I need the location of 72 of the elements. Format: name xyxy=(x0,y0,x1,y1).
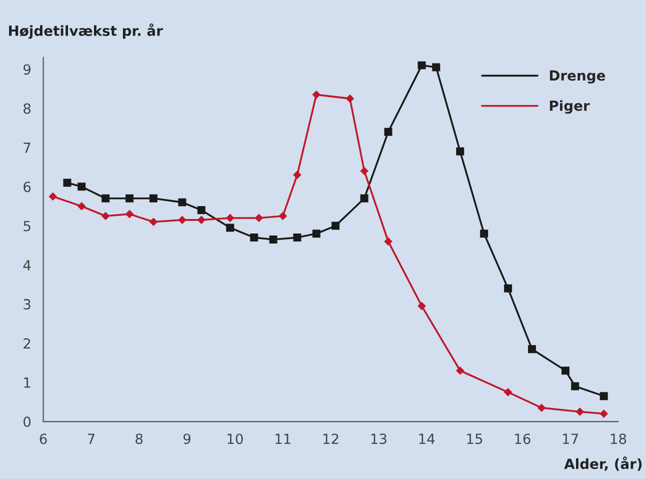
x-tick-label: 17 xyxy=(563,434,578,444)
legend-label: Drenge xyxy=(550,70,606,84)
x-tick-label: 7 xyxy=(88,434,94,444)
point xyxy=(293,234,302,242)
point xyxy=(126,194,134,202)
point xyxy=(197,206,206,214)
x-tick-label: 12 xyxy=(323,434,338,444)
point xyxy=(528,345,536,354)
point xyxy=(278,212,287,220)
point xyxy=(102,194,110,202)
point xyxy=(576,408,584,416)
point xyxy=(360,194,368,202)
y-tick-label: 4 xyxy=(23,260,31,270)
point xyxy=(250,234,258,242)
point xyxy=(600,410,608,418)
point xyxy=(102,212,110,220)
point xyxy=(346,94,354,103)
point xyxy=(384,238,392,246)
y-tick-label: 6 xyxy=(24,182,31,192)
point xyxy=(226,224,234,232)
y-tick-label: 9 xyxy=(24,64,30,75)
point xyxy=(432,63,440,72)
point xyxy=(197,216,206,224)
x-tick-label: 15 xyxy=(467,434,482,444)
point xyxy=(293,170,302,179)
x-tick-label: 9 xyxy=(183,434,190,444)
point xyxy=(78,202,86,210)
y-tick-label: 0 xyxy=(24,416,31,427)
point xyxy=(418,61,426,70)
x-tick-label: 18 xyxy=(610,434,626,444)
y-tick-label: 7 xyxy=(24,142,30,153)
point xyxy=(149,194,158,202)
point xyxy=(384,128,392,136)
y-axis-title: Højdetilvækst pr. år xyxy=(9,23,163,39)
y-tick-label: 8 xyxy=(24,103,31,114)
point xyxy=(538,404,546,412)
point xyxy=(562,366,570,375)
point xyxy=(48,192,57,200)
point xyxy=(332,222,340,230)
x-tick-label: 14 xyxy=(419,434,435,444)
x-tick-label: 6 xyxy=(40,434,47,444)
y-tick-label: 5 xyxy=(24,220,30,232)
point xyxy=(178,216,186,224)
point xyxy=(312,230,320,238)
x-tick-label: 10 xyxy=(228,434,243,444)
point xyxy=(504,284,512,292)
point xyxy=(150,218,158,226)
y-tick-label: 2 xyxy=(24,338,30,349)
x-tick-label: 16 xyxy=(515,434,530,444)
point xyxy=(126,210,134,218)
point xyxy=(78,182,86,191)
x-tick-label: 11 xyxy=(276,434,290,444)
point xyxy=(63,178,72,187)
point xyxy=(226,214,234,222)
y-tick-label: 1 xyxy=(24,378,30,388)
point xyxy=(360,167,368,175)
point xyxy=(312,90,320,99)
x-tick-label: 13 xyxy=(371,434,386,444)
point xyxy=(418,302,426,310)
point xyxy=(571,382,580,390)
point xyxy=(600,392,608,400)
point xyxy=(254,214,263,222)
point xyxy=(480,230,488,238)
legend-label: Piger xyxy=(550,100,590,114)
point xyxy=(456,147,464,156)
y-tick-label: 3 xyxy=(24,299,30,310)
point xyxy=(456,366,464,375)
point xyxy=(178,198,186,206)
x-axis-title: Alder, (år) xyxy=(564,456,642,471)
point xyxy=(504,388,512,396)
x-tick-label: 8 xyxy=(136,434,143,444)
point xyxy=(269,236,278,244)
